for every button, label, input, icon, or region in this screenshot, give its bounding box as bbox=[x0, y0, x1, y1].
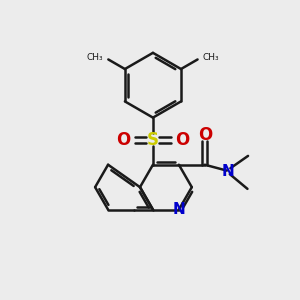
Text: N: N bbox=[172, 202, 185, 217]
Text: O: O bbox=[116, 131, 130, 149]
Text: S: S bbox=[147, 131, 159, 149]
Text: O: O bbox=[198, 126, 212, 144]
Text: CH₃: CH₃ bbox=[86, 53, 103, 62]
Text: N: N bbox=[222, 164, 234, 179]
Text: O: O bbox=[175, 131, 190, 149]
Text: CH₃: CH₃ bbox=[203, 53, 220, 62]
